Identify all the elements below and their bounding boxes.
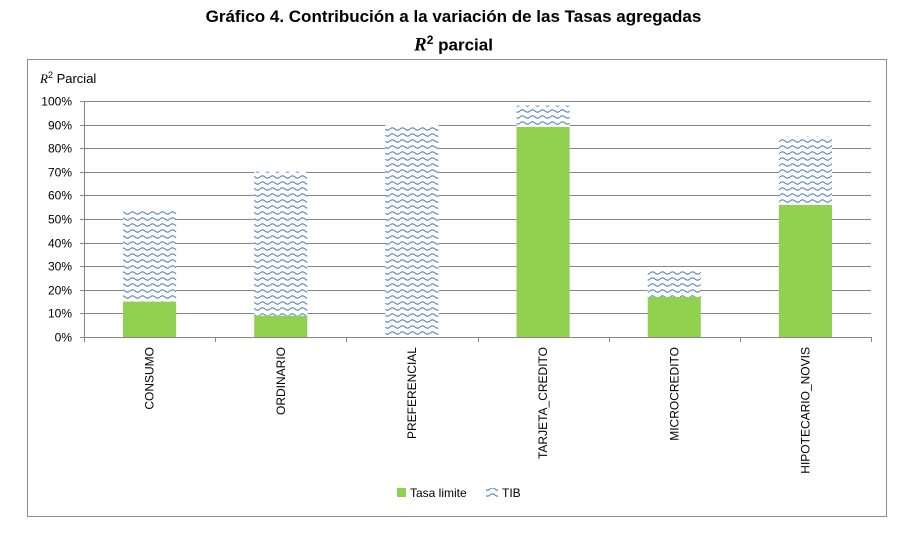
bar-tib-consumo (123, 209, 177, 302)
x-tick-label: CONSUMO (143, 347, 157, 410)
y-tick-label: 40% (48, 237, 72, 251)
legend-label-tasa-limite: Tasa limite (410, 486, 467, 500)
y-tick-label: 50% (48, 213, 72, 227)
bar-tasa-limite-microcredito (647, 296, 701, 337)
x-tick-label: TARJETA_CREDITO (536, 347, 550, 459)
x-tick-label: PREFERENCIAL (405, 347, 419, 439)
legend-swatch-tib (486, 488, 498, 497)
y-tick-label: 70% (48, 166, 72, 180)
legend-label-tib: TIB (502, 486, 521, 500)
y-axis-title: R2 Parcial (39, 70, 96, 86)
bar-tib-microcredito (647, 270, 701, 297)
y-tick-label: 80% (48, 142, 72, 156)
bar-tasa-limite-consumo (123, 301, 177, 337)
chart-title-line2: R2 parcial (0, 28, 907, 58)
legend-swatch-tasa-limite (397, 488, 406, 497)
bar-tasa-limite-hipotecario_novis (778, 204, 832, 337)
x-tick-label: ORDINARIO (274, 347, 288, 415)
y-axis-title-text: Parcial (53, 71, 96, 86)
title-r-symbol: R (414, 34, 427, 56)
y-tick-label: 90% (48, 119, 72, 133)
title-r-exponent: 2 (426, 33, 434, 47)
y-tick-label: 10% (48, 307, 72, 321)
y-tick-label: 100% (41, 95, 72, 109)
chart-title-line1: Gráfico 4. Contribución a la variación d… (205, 7, 702, 26)
y-axis-title-symbol: R (39, 71, 48, 86)
bar-tib-tarjeta_credito (516, 105, 570, 127)
y-axis-title-exponent: 2 (48, 70, 53, 80)
chart-title: Gráfico 4. Contribución a la variación d… (0, 6, 907, 58)
bar-tib-hipotecario_novis (778, 136, 832, 205)
x-tick-label: MICROCREDITO (667, 347, 681, 441)
y-tick-label: 20% (48, 284, 72, 298)
title-suffix: parcial (433, 35, 493, 55)
bar-tib-preferencial (385, 124, 439, 337)
y-tick-label: 60% (48, 189, 72, 203)
bar-tasa-limite-tarjeta_credito (516, 126, 570, 338)
bar-tib-ordinario (254, 171, 308, 316)
bar-tasa-limite-ordinario (254, 315, 308, 337)
x-tick-label: HIPOTECARIO_NOVIS (798, 347, 812, 474)
y-tick-label: 0% (55, 331, 73, 345)
y-tick-label: 30% (48, 260, 72, 274)
